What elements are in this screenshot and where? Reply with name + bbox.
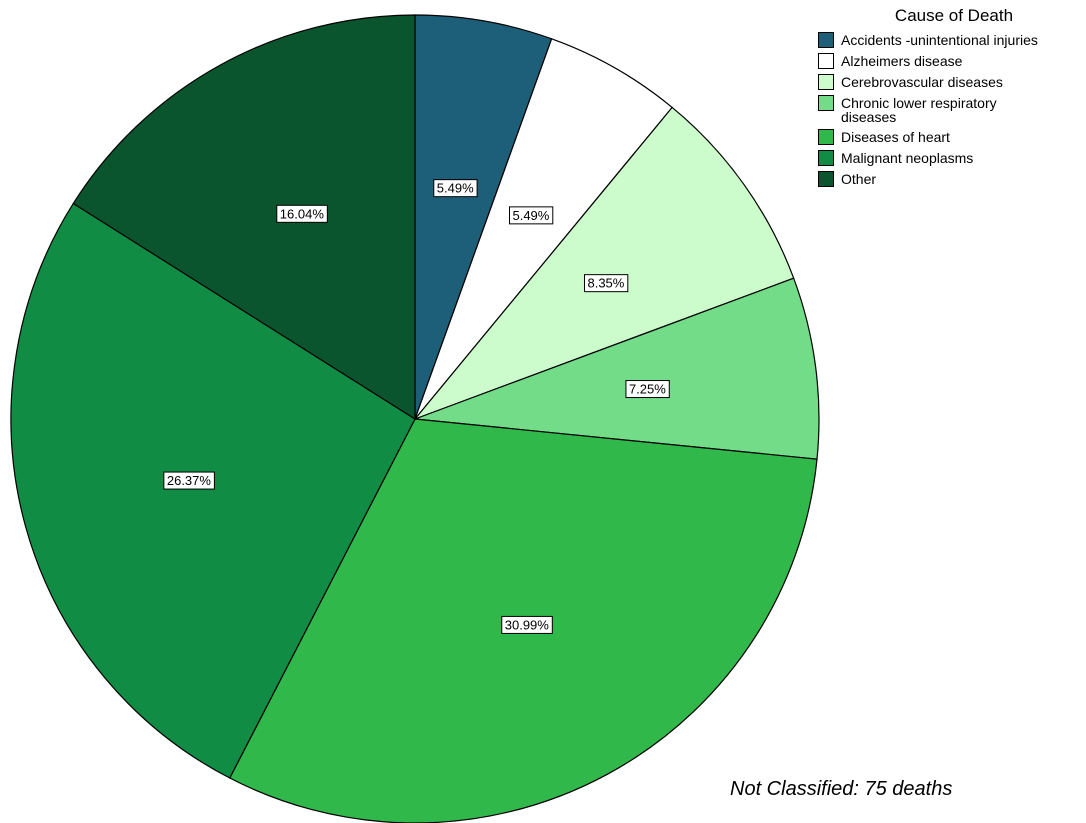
not-classified-note: Not Classified: 75 deaths — [730, 778, 953, 800]
slice-label-text: 7.25% — [629, 382, 666, 397]
slice-label-text: 26.37% — [167, 473, 212, 488]
legend-title: Cause of Death — [894, 6, 1014, 25]
legend-swatch — [818, 32, 834, 48]
slice-label-box — [501, 615, 553, 634]
pie-slice-6 — [72, 14, 416, 421]
legend-label: Diseases of heart — [841, 129, 950, 145]
legend-swatch — [818, 74, 834, 90]
legend-label: Chronic lower respiratory diseases — [841, 95, 997, 125]
slice-label-text: 16.04% — [280, 206, 325, 221]
legend-item-6: Other — [818, 171, 1084, 187]
slice-label-2: 8.35% — [583, 274, 629, 293]
legend-label: Malignant neoplasms — [841, 150, 974, 166]
slice-labels: 5.49% 5.49% 8.35% 7.25% 30.99% 26.37% 16.04% — [163, 179, 670, 634]
pie-slice-3 — [414, 277, 820, 460]
slice-label-box — [276, 204, 328, 223]
pie-slices — [10, 14, 820, 823]
legend-item-1: Alzheimers disease — [818, 53, 1084, 69]
slice-label-text: 8.35% — [587, 276, 624, 291]
legend-item-5: Malignant neoplasms — [818, 150, 1084, 166]
slice-label-text: 30.99% — [505, 617, 550, 632]
pie-slice-5 — [10, 202, 416, 779]
pie-slice-2 — [413, 106, 795, 421]
legend-swatch — [818, 171, 834, 187]
legend: Cause of Death Accidents -unintentional … — [818, 6, 1084, 192]
legend-label: Accidents -unintentional injuries — [841, 32, 1038, 48]
slice-label-box — [433, 179, 478, 198]
slice-label-box — [508, 206, 554, 225]
slice-label-1: 5.49% — [508, 206, 554, 225]
legend-items: Accidents -unintentional injuries Alzheim… — [818, 32, 1084, 187]
legend-label: Alzheimers disease — [841, 53, 963, 69]
slice-label-box — [163, 471, 215, 490]
legend-swatch — [818, 95, 834, 111]
legend-item-0: Accidents -unintentional injuries — [818, 32, 1084, 48]
slice-label-0: 5.49% — [433, 179, 478, 198]
slice-label-box — [583, 274, 629, 293]
slice-label-6: 16.04% — [276, 204, 328, 223]
slice-label-4: 30.99% — [501, 615, 553, 634]
legend-item-2: Cerebrovascular diseases — [818, 74, 1084, 90]
legend-item-4: Diseases of heart — [818, 129, 1084, 145]
legend-swatch — [818, 150, 834, 166]
legend-swatch — [818, 129, 834, 145]
slice-label-box — [625, 380, 670, 399]
legend-label: Cerebrovascular diseases — [841, 74, 1003, 90]
slice-label-text: 5.49% — [437, 181, 474, 196]
slice-label-5: 26.37% — [163, 471, 215, 490]
slice-label-text: 5.49% — [512, 208, 549, 223]
legend-label: Other — [841, 171, 877, 187]
legend-item-3: Chronic lower respiratory diseases — [818, 95, 1084, 124]
slice-label-3: 7.25% — [625, 380, 670, 399]
pie-slice-1 — [414, 38, 674, 420]
legend-swatch — [818, 53, 834, 69]
pie-slice-0 — [414, 14, 553, 420]
